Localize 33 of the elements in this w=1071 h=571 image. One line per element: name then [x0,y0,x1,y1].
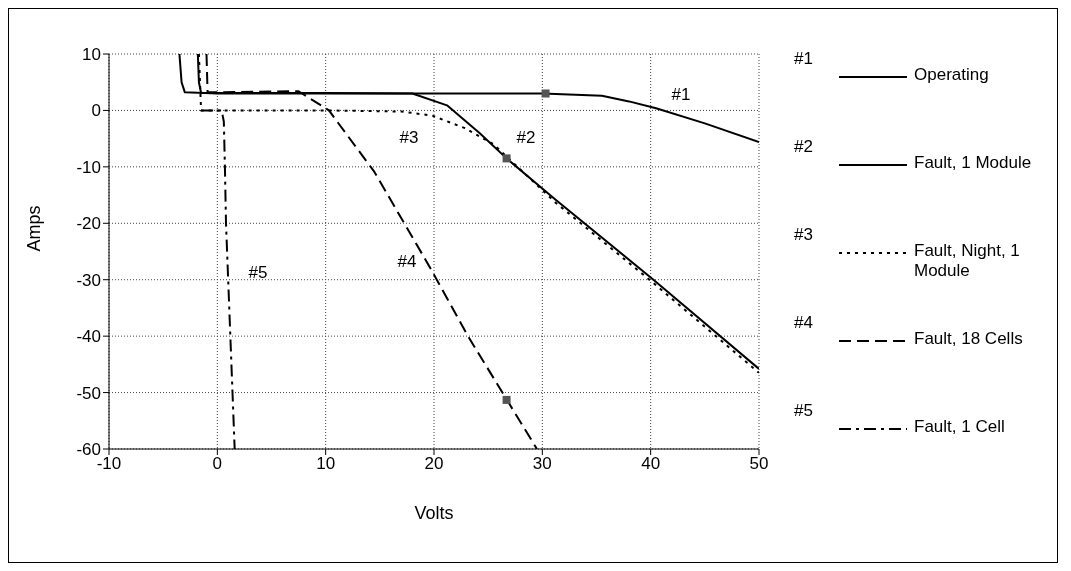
y-tick-label: 10 [82,45,101,65]
x-tick-label: 40 [641,454,661,474]
x-tick-label: 50 [749,454,769,474]
annotation: #5 [248,263,268,283]
y-axis-title: Amps [24,205,45,252]
y-tick-label: -10 [76,157,101,177]
annotation: #4 [397,252,417,272]
y-tick-label: -30 [76,270,101,290]
text: #1 [794,49,813,69]
legend-label: Fault, 1 Cell [914,417,1006,437]
point [502,154,511,163]
legend-label: Fault, 18 Cells [914,329,1024,349]
text: #4 [794,313,813,333]
point [502,395,511,404]
y-tick-label: -40 [76,327,101,347]
point [541,89,550,98]
annotation: #2 [516,128,536,148]
annotation: #3 [399,128,419,148]
x-tick-label: 20 [424,454,444,474]
y-tick-label: -20 [76,214,101,234]
legend-label: Fault, Night, 1 Module [914,241,1021,281]
text: #3 [794,225,813,245]
legend-label: Fault, 1 Module [914,153,1033,173]
x-axis-title: Volts [414,503,454,523]
x-tick-label: 0 [212,454,223,474]
legend-label: Operating [914,65,990,85]
x-tick-label: 10 [316,454,336,474]
x-tick-label: 30 [532,454,552,474]
text: #5 [794,401,813,421]
y-tick-label: 0 [91,101,101,121]
annotation: #1 [671,85,691,105]
text: #2 [794,137,813,157]
y-tick-label: -50 [76,383,101,403]
